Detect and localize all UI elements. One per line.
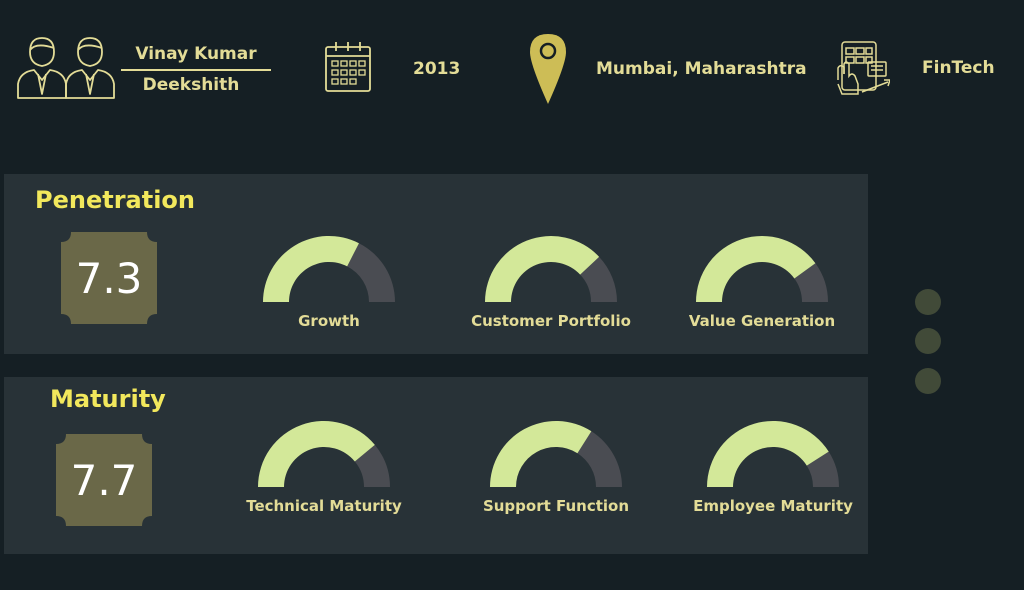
penetration-score-badge: 7.3	[61, 232, 157, 324]
founder-secondary: Deekshith	[142, 75, 240, 95]
gauge-arc	[707, 421, 839, 487]
gauge-arc	[263, 235, 395, 302]
gauge-employee-maturity: Employee Maturity	[683, 417, 863, 527]
gauge-arc	[490, 421, 622, 487]
gauge-label: Customer Portfolio	[471, 312, 631, 330]
gauge-label: Value Generation	[688, 312, 836, 330]
gauge-arc	[485, 236, 617, 302]
gauge-fill	[485, 236, 600, 302]
location-pin-icon	[530, 34, 566, 104]
fintech-icon	[837, 41, 890, 95]
gauge-track	[354, 444, 390, 487]
founder-primary: Vinay Kumar	[135, 44, 257, 64]
gauge-fill	[490, 421, 592, 487]
gauge-arc	[696, 236, 828, 302]
gauge-value-generation: Value Generation	[672, 232, 852, 342]
gauge-track	[794, 263, 828, 302]
gauge-growth: Growth	[239, 232, 419, 342]
badge-shape	[56, 434, 152, 526]
gauge-track	[347, 243, 395, 302]
penetration-title: Penetration	[35, 186, 196, 214]
maturity-title: Maturity	[50, 385, 166, 413]
gauge-fill	[263, 235, 359, 302]
gauge-track	[580, 256, 617, 302]
gauge-fill	[707, 421, 829, 487]
maturity-score: 7.7	[70, 455, 138, 505]
penetration-panel: Penetration 7.3 Growth Customer Portfoli…	[4, 174, 868, 354]
gauge-track	[806, 451, 839, 487]
gauge-label: Growth	[298, 312, 360, 330]
gauge-fill	[258, 421, 375, 487]
penetration-score: 7.3	[75, 253, 143, 303]
maturity-panel: Maturity 7.7 Technical Maturity Support …	[4, 377, 868, 554]
sector-text: FinTech	[922, 58, 995, 78]
gauge-technical-maturity: Technical Maturity	[234, 417, 414, 527]
gauge-arc	[258, 421, 390, 487]
gauge-fill	[696, 236, 816, 302]
pager-dot-2[interactable]	[915, 328, 941, 354]
location-text: Mumbai, Maharashtra	[596, 59, 807, 79]
founders-icon	[17, 37, 115, 99]
pager-dot-1[interactable]	[915, 289, 941, 315]
founded-year: 2013	[413, 59, 461, 79]
gauge-label: Employee Maturity	[693, 497, 853, 515]
gauge-support-function: Support Function	[466, 417, 646, 527]
gauge-track	[577, 431, 622, 487]
pager-dot-3[interactable]	[915, 368, 941, 394]
maturity-score-badge: 7.7	[56, 434, 152, 526]
gauge-customer-portfolio: Customer Portfolio	[461, 232, 641, 342]
founder-divider	[121, 69, 271, 71]
gauge-label: Support Function	[482, 497, 630, 515]
badge-shape	[61, 232, 157, 324]
header: Vinay Kumar Deekshith 2013 Mumbai, Mahar…	[0, 0, 1024, 150]
gauge-label: Technical Maturity	[246, 497, 402, 515]
calendar-icon	[325, 42, 371, 92]
